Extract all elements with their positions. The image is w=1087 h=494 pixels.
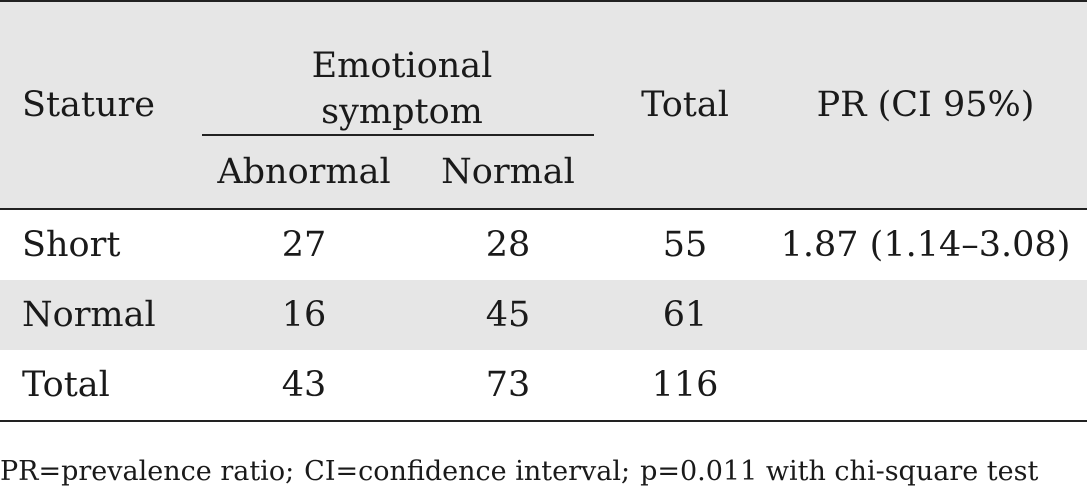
cell-pr [764,280,1087,350]
cell-total: 61 [606,280,764,350]
table-row: Total 43 73 116 [0,350,1087,421]
footnote-ci-definition: CI=confidence interval; [304,456,631,487]
cell-stature: Normal [0,280,198,350]
footnote-p-value: p=0.011 with chi-square test [640,456,1039,487]
table-row: Short 27 28 55 1.87 (1.14–3.08) [0,209,1087,280]
stature-emotional-symptom-table: Stature Emotional symptom Total PR (CI 9… [0,1,1087,421]
cell-total: 55 [662,225,708,265]
cell-normal: 73 [485,365,531,405]
cell-pr: 1.87 (1.14–3.08) [780,225,1071,265]
cell-total: 116 [651,365,719,405]
header-group-line-2: symptom [321,92,483,132]
table-footnote: PR=prevalence ratio; CI=confidence interv… [0,452,1087,492]
header-emotional-symptom-group: Emotional symptom [198,1,606,136]
cell-abnormal: 27 [281,225,327,265]
header-pr: PR (CI 95%) [764,1,1087,209]
cell-abnormal: 16 [198,280,410,350]
cell-abnormal: 43 [281,365,327,405]
header-abnormal: Abnormal [198,136,410,209]
cell-stature: Total [22,365,110,405]
cell-normal: 45 [410,280,606,350]
table-row: Normal 16 45 61 [0,280,1087,350]
header-normal: Normal [410,136,606,209]
footnote-pr-definition: PR=prevalence ratio; [0,456,295,487]
header-row-1: Stature Emotional symptom Total PR (CI 9… [0,1,1087,209]
header-total: Total [606,1,764,209]
cell-pr [764,350,1087,421]
header-stature: Stature [0,1,198,209]
cell-stature: Short [22,225,121,265]
header-group-line-1: Emotional [311,46,493,86]
header-group-underline [202,134,594,136]
cell-normal: 28 [485,225,531,265]
